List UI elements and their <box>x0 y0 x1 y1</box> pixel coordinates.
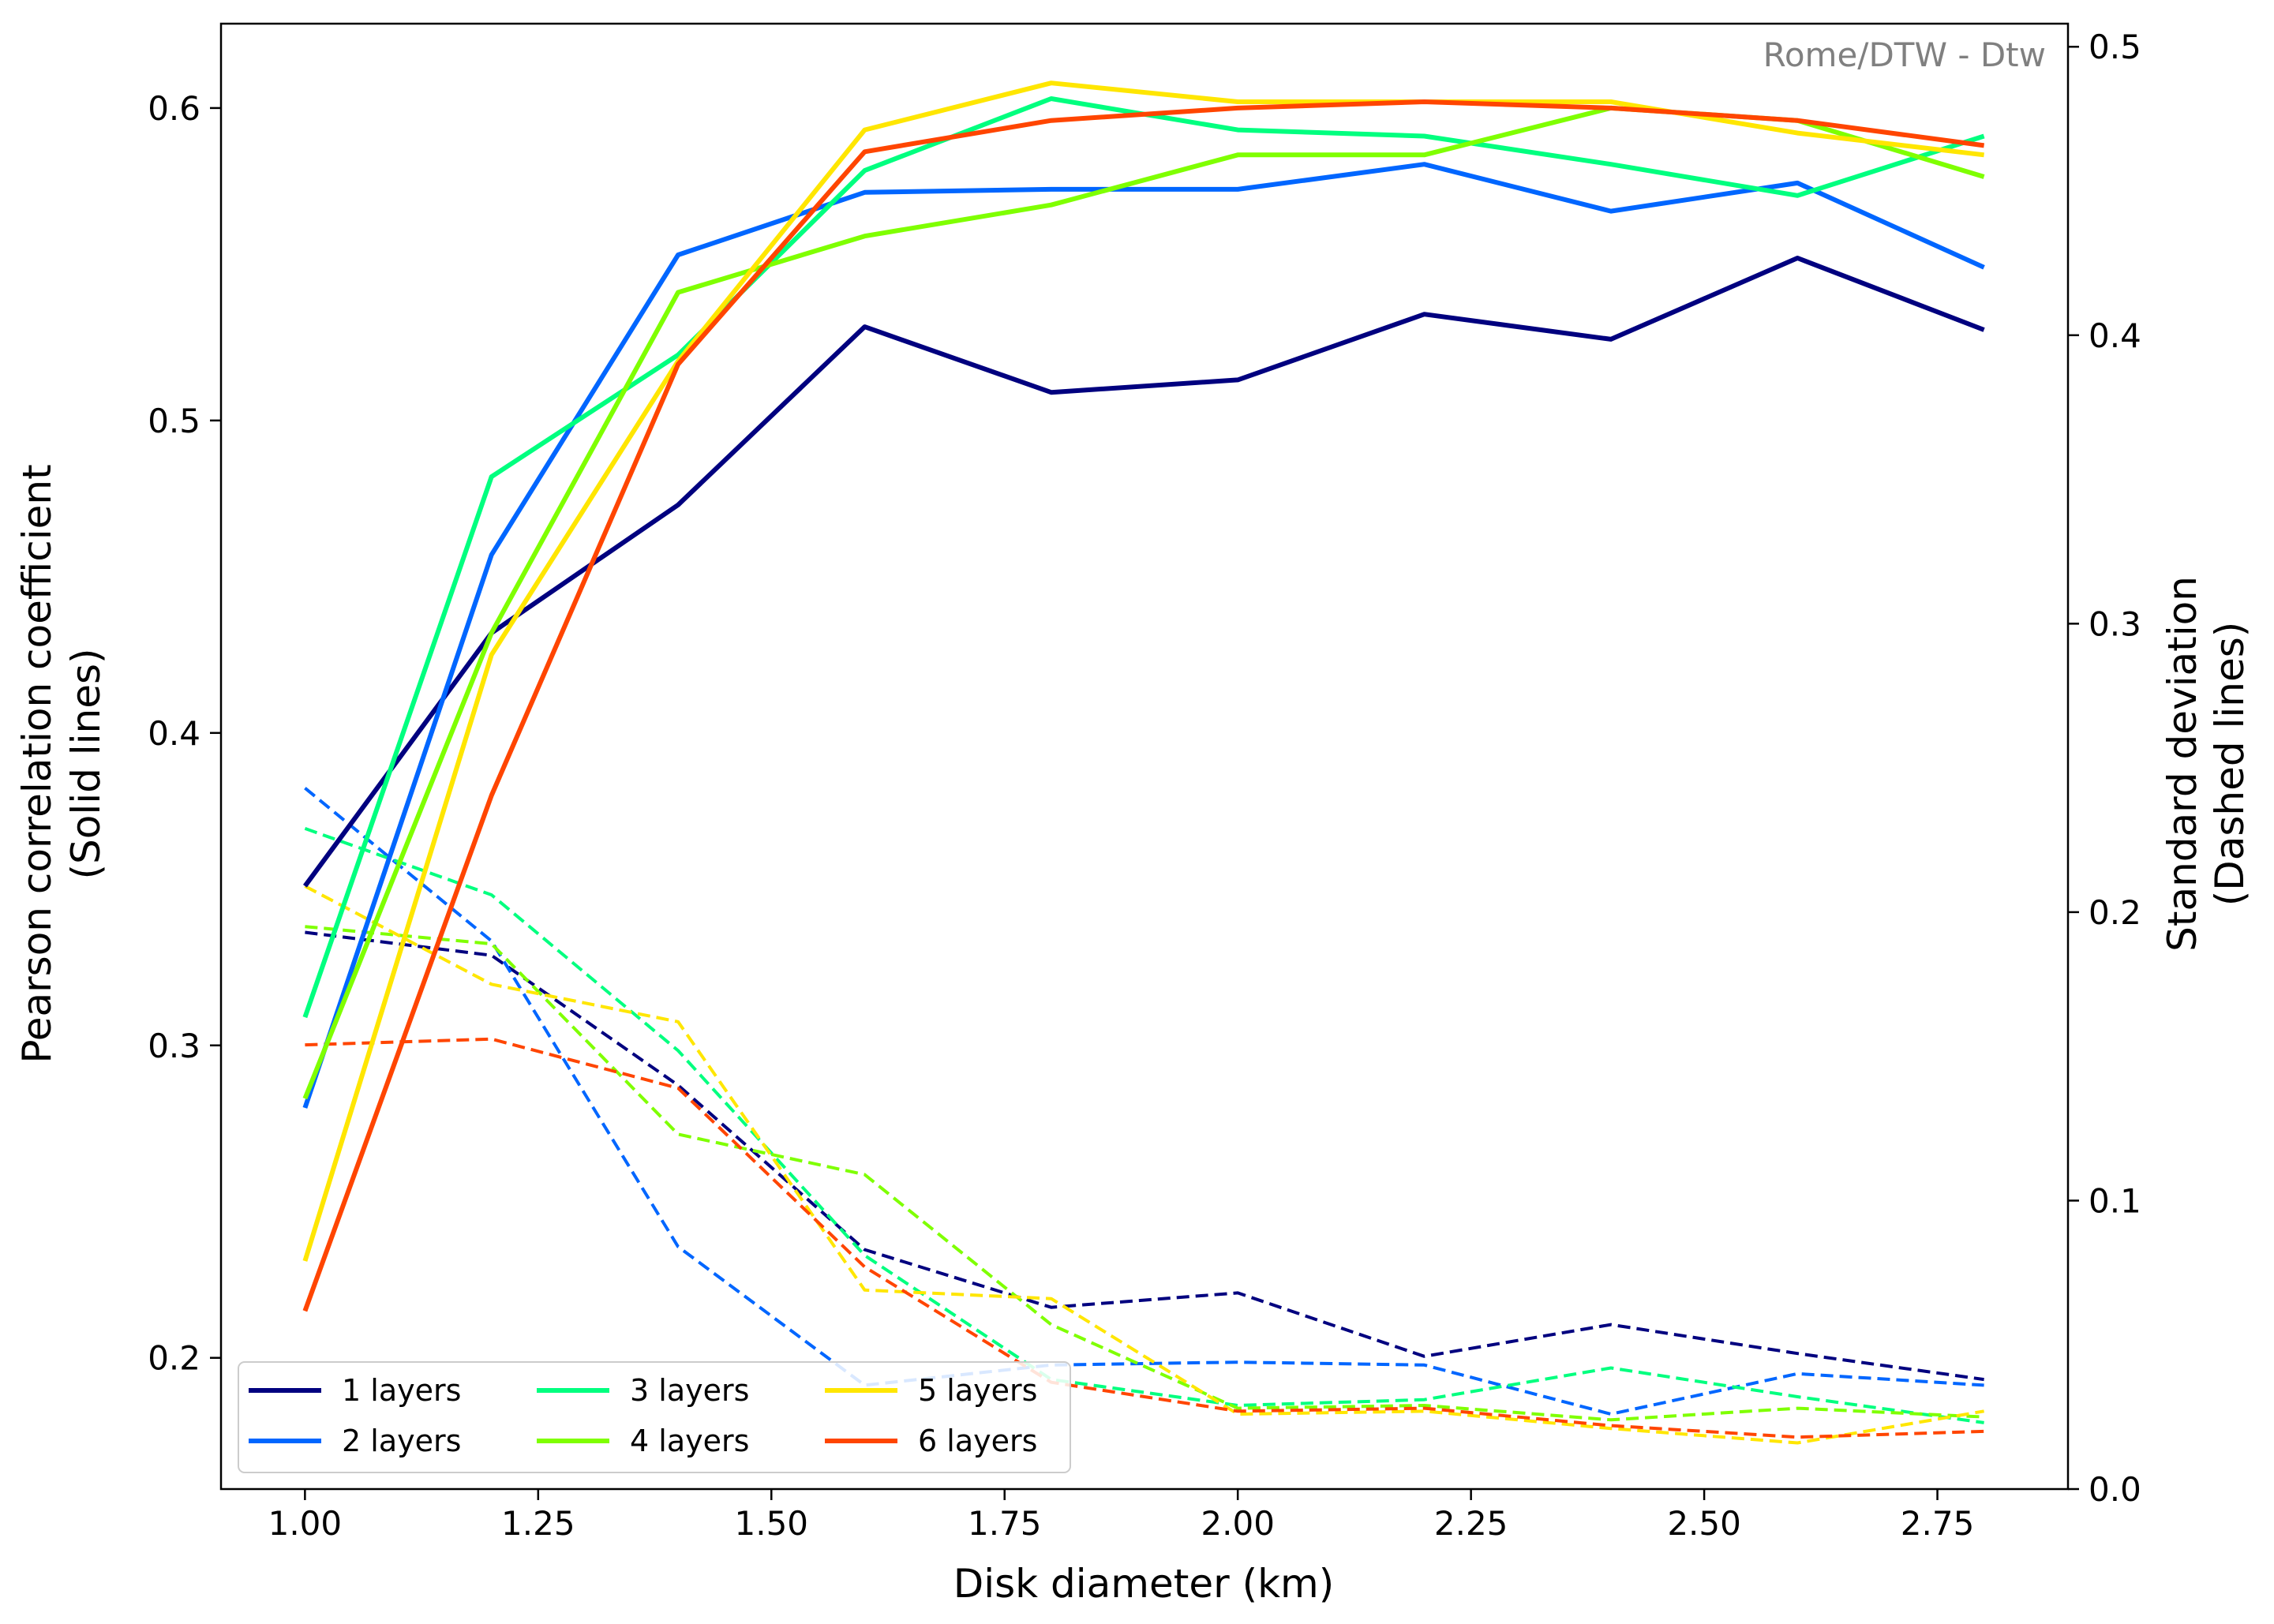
y-axis-left: 0.2 0.3 0.4 0.5 0.6 <box>148 89 221 1378</box>
y-right-tick-label: 0.2 <box>2089 893 2141 932</box>
y-axis-right: 0.0 0.1 0.2 0.3 0.4 0.5 <box>2068 28 2141 1509</box>
legend-label: 6 layers <box>918 1424 1037 1458</box>
annotation: Rome/DTW - Dtw <box>1763 36 2046 74</box>
y-axis-right-title: Standard deviation (Dashed lines) <box>2160 576 2253 952</box>
y-axis-left-title: Pearson correlation coefficient (Solid l… <box>14 464 109 1063</box>
std-dev-line-series-5 <box>304 885 1984 1445</box>
std-dev-line-series-4 <box>305 925 1984 1422</box>
x-tick-label: 2.75 <box>1901 1504 1975 1543</box>
x-tick-label: 2.00 <box>1201 1504 1275 1543</box>
legend-label: 3 layers <box>630 1373 749 1408</box>
x-tick-label: 1.75 <box>968 1504 1042 1543</box>
y-right-tick-label: 0.1 <box>2089 1181 2141 1220</box>
y-right-tick-label: 0.3 <box>2089 604 2141 643</box>
x-tick-label: 1.00 <box>268 1504 343 1543</box>
std-dev-line-series-2 <box>304 787 1984 1416</box>
x-tick-label: 1.25 <box>501 1504 575 1543</box>
y-right-tick-label: 0.4 <box>2089 316 2141 355</box>
y-axis-left-title-line1: Pearson correlation coefficient <box>14 464 60 1063</box>
correlation-line-series-1 <box>302 256 1985 888</box>
std-dev-line-series-6 <box>305 1037 1984 1439</box>
x-tick-label: 1.50 <box>735 1504 809 1543</box>
correlation-line-series-5 <box>302 80 1984 1262</box>
legend-label: 5 layers <box>918 1373 1037 1408</box>
plot-lines <box>302 80 1985 1445</box>
y-left-tick-label: 0.3 <box>148 1027 200 1065</box>
x-tick-label: 2.25 <box>1434 1504 1508 1543</box>
std-dev-line-series-1 <box>305 930 1984 1382</box>
legend-label: 1 layers <box>342 1373 461 1408</box>
y-left-tick-label: 0.5 <box>148 402 200 440</box>
legend: 1 layers 2 layers 3 layers 4 layers 5 layers… <box>238 1361 1071 1473</box>
y-right-tick-label: 0.5 <box>2089 28 2141 66</box>
x-axis-title: Disk diameter (km) <box>953 1561 1335 1607</box>
y-left-tick-label: 0.2 <box>148 1339 200 1378</box>
y-left-tick-label: 0.4 <box>148 714 200 753</box>
plot-frame <box>219 22 2070 1491</box>
correlation-line-series-2 <box>302 162 1985 1109</box>
legend-label: 4 layers <box>630 1424 749 1458</box>
y-axis-left-title-line2: (Solid lines) <box>63 648 109 879</box>
y-axis-right-title-line2: (Dashed lines) <box>2207 622 2253 907</box>
x-tick-label: 2.50 <box>1667 1504 1741 1543</box>
legend-label: 2 layers <box>342 1424 461 1458</box>
y-left-tick-label: 0.6 <box>148 89 200 128</box>
x-axis: 1.00 1.25 1.50 1.75 2.00 2.25 2.50 2.75 <box>268 1489 1975 1543</box>
y-right-tick-label: 0.0 <box>2089 1470 2141 1509</box>
correlation-line-series-6 <box>302 99 1984 1312</box>
std-dev-line-series-3 <box>304 827 1984 1424</box>
y-axis-right-title-line1: Standard deviation <box>2160 576 2205 952</box>
